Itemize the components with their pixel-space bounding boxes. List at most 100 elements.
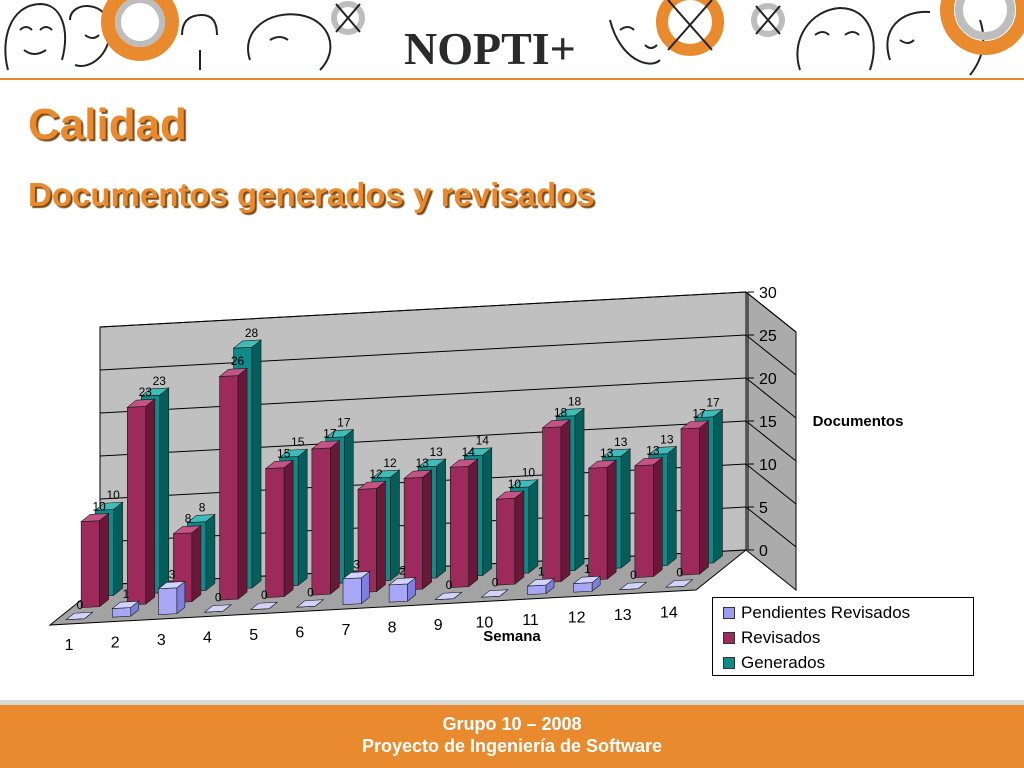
bar-side [159,387,170,594]
y-tick-label: 0 [759,543,768,560]
y-tick-label: 20 [759,371,777,388]
bar-top [555,408,585,418]
bar-revisados [264,459,295,598]
bar-top [172,525,202,535]
data-label-revisados: 8 [185,512,192,526]
legend-label-pendientes: Pendientes Revisados [741,602,911,622]
bar-revisados [541,419,571,583]
bar-top [434,591,463,601]
data-label-revisados: 13 [600,446,614,460]
bar-front [311,447,331,596]
data-label-revisados: 10 [92,499,106,513]
legend-label-generados: Generados [741,652,826,672]
bar-pendientes [388,576,417,603]
bar-side [344,428,354,584]
x-tick-label: 10 [475,614,493,631]
bar-front [265,467,285,598]
data-label-revisados: 14 [462,445,476,459]
bar-revisados [449,458,479,588]
bar-top [647,446,678,456]
bar-side [422,469,432,590]
bar-pendientes [342,570,371,605]
bar-top [310,440,341,450]
x-axis-title: Semana [483,628,541,645]
bar-top [572,575,602,584]
data-label-generados: 13 [660,432,674,446]
bar-top [80,513,110,523]
bar-side [113,501,123,597]
bar-top [541,419,571,429]
bar-top [495,490,525,500]
footer-project: Proyecto de Ingeniería de Software [361,736,663,756]
bar-side [514,490,525,585]
bar-side [713,408,723,564]
legend-swatch-pendientes [723,606,735,619]
bar-pendientes [480,589,509,598]
data-label-pendientes: 0 [492,576,499,590]
data-label-revisados: 23 [139,385,153,399]
header-banner: NOPTI+ [0,0,1024,80]
data-label-pendientes: 0 [446,578,453,592]
footer: Grupo 10 – 2008 Proyecto de Ingeniería d… [0,705,1024,768]
bar-front [496,497,516,586]
legend-label-revisados: Revisados [741,627,821,647]
orange-ring-2 [656,0,724,56]
data-label-revisados: 10 [508,477,522,491]
bar-front [403,477,423,591]
bar-revisados [218,367,248,601]
x-tick-label: 4 [203,629,212,646]
bar-side [376,480,386,593]
data-label-pendientes: 3 [169,567,176,581]
bar-side [653,457,663,578]
bar-pendientes [665,579,694,588]
bar-side [145,398,156,605]
bar-top [140,387,170,397]
orange-ring-3 [940,0,1024,55]
data-label-generados: 28 [245,326,259,340]
legend-item-pendientes: Pendientes Revisados [713,600,973,625]
bar-top [126,398,156,408]
chart-bars [65,339,724,621]
data-label-pendientes: 0 [307,586,314,600]
bar-side [482,447,493,577]
bar-pendientes [65,611,94,621]
banner-illustration: NOPTI+ [4,0,1024,76]
bar-revisados [80,512,110,608]
legend-item-generados: Generados [713,650,973,675]
legend-swatch-generados [723,656,735,669]
bar-revisados [495,490,525,586]
data-label-pendientes: 1 [123,587,130,601]
data-label-revisados: 13 [646,444,660,458]
bar-side [560,419,571,583]
bar-side [237,367,248,600]
bar-pendientes [111,600,140,618]
data-label-generados: 13 [614,435,628,449]
data-label-revisados: 13 [415,456,429,470]
bar-side [283,459,294,598]
bar-revisados [126,398,156,606]
data-label-generados: 13 [429,445,443,459]
bar-top [694,409,724,419]
page-title: Calidad [28,100,187,149]
bar-top [111,600,140,609]
x-tick-label: 9 [434,617,443,634]
data-label-generados: 18 [568,394,582,408]
bar-revisados [310,440,341,596]
bar-revisados [357,480,387,593]
bar-side [667,445,677,567]
bar-top [618,581,648,591]
sketch-face-left [4,2,66,71]
bar-front [219,375,239,601]
bar-top [463,447,493,457]
bar-top [480,589,509,598]
bar-top [388,577,417,586]
x-tick-label: 12 [568,609,586,626]
bar-top [249,601,279,611]
bar-side [699,420,709,575]
bar-side [191,525,202,603]
x-tick-label: 2 [111,634,120,651]
bar-top [203,604,232,613]
bar-side [468,458,479,588]
bar-side [251,339,262,589]
